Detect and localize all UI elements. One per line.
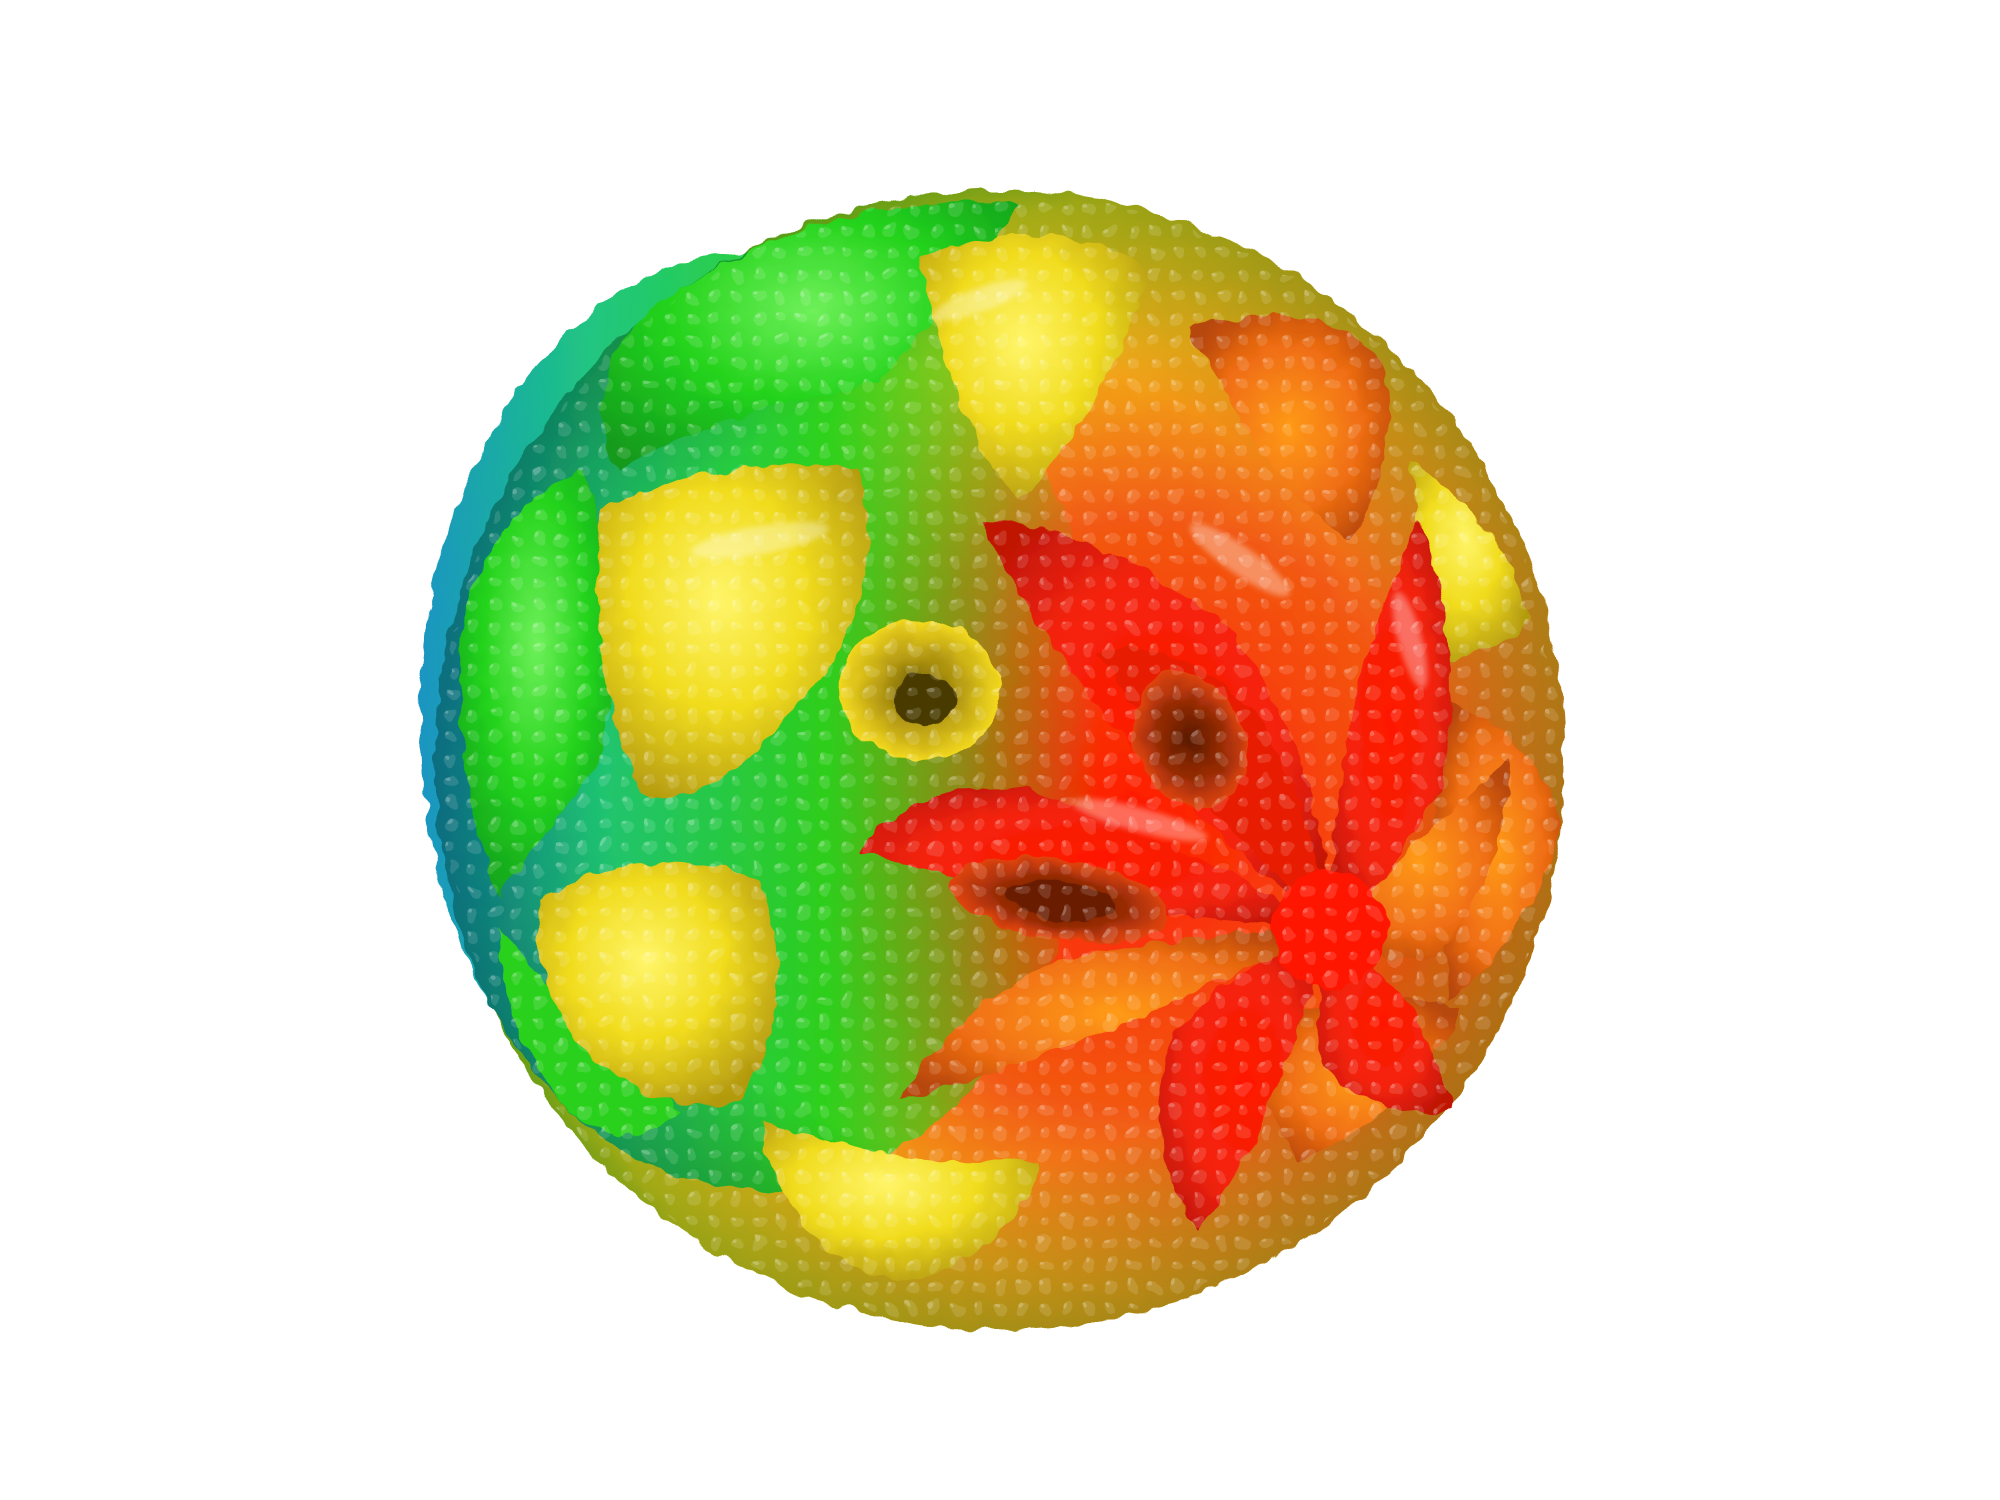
surface-texture: [440, 195, 1560, 1325]
specular-highlights: [691, 279, 1428, 842]
